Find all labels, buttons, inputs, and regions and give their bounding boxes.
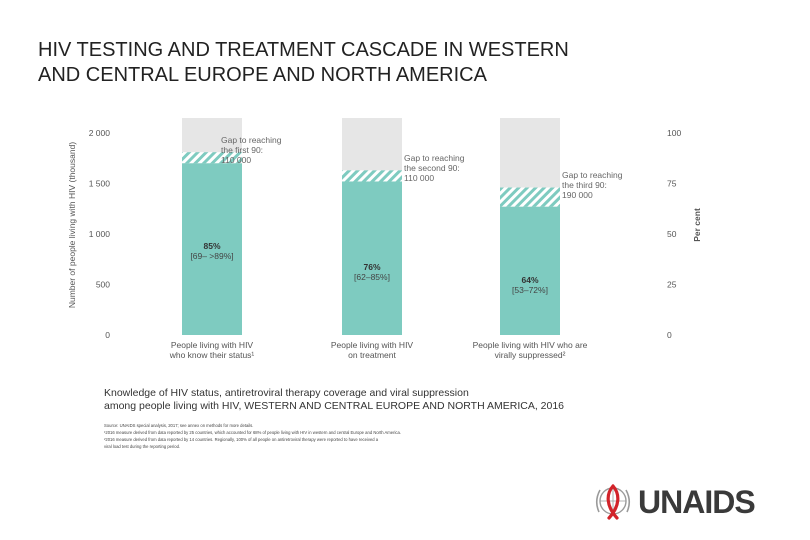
gap-label-line: 190 000 (562, 190, 593, 200)
cascade-chart: Number of people living with HIV (thousa… (67, 118, 702, 360)
source-notes: Source: UNAIDS special analysis, 2017; s… (104, 422, 564, 450)
bar (500, 206, 560, 335)
gap-label-line: Gap to reaching (404, 153, 465, 163)
gap-segment (500, 187, 560, 207)
footnote-2: ²2016 measure derived from data reported… (104, 437, 379, 442)
slide-title-line-1: HIV TESTING AND TREATMENT CASCADE IN WES… (38, 39, 569, 61)
category-label-line: People living with HIV who are (473, 340, 588, 350)
y-tick-label: 500 (96, 280, 110, 290)
y2-tick-label: 0 (667, 330, 672, 340)
y2-tick-label: 25 (667, 280, 677, 290)
chart-caption: Knowledge of HIV status, antiretroviral … (104, 387, 624, 413)
y2-tick-label: 75 (667, 179, 677, 189)
gap-segment (342, 170, 402, 182)
y2-axis-title: Per cent (692, 208, 702, 242)
y-axis-title: Number of people living with HIV (thousa… (67, 142, 77, 308)
gap-label-line: the third 90: (562, 180, 607, 190)
source-note: Source: UNAIDS special analysis, 2017; s… (104, 423, 254, 428)
y-tick-label: 0 (105, 330, 110, 340)
footnote-2-continued: viral load test during the reporting per… (104, 444, 181, 449)
caption-line-1: Knowledge of HIV status, antiretroviral … (104, 387, 469, 399)
un-emblem-icon (595, 484, 631, 520)
unaids-logo-text: UNAIDS (638, 484, 756, 520)
category-label-line: who know their status¹ (169, 350, 255, 360)
footnote-1: ¹2016 measure derived from data reported… (104, 430, 402, 435)
category-label-line: People living with HIV (331, 340, 414, 350)
caption-line-2: among people living with HIV, WESTERN AN… (104, 400, 565, 412)
bar-percent-label: 76% (363, 262, 380, 272)
bar-percent-label: 85% (203, 241, 220, 251)
bar (342, 181, 402, 335)
chart-layer: Number of people living with HIV (thousa… (67, 118, 702, 360)
bar-range-label: [69– >89%] (190, 251, 233, 261)
category-label-line: on treatment (348, 350, 396, 360)
category-label-line: virally suppressed² (495, 350, 566, 360)
bar (182, 163, 242, 335)
gap-segment (182, 152, 242, 164)
gap-label-line: 110 000 (404, 173, 434, 183)
bar-range-label: [53–72%] (512, 285, 548, 295)
slide-title: HIV TESTING AND TREATMENT CASCADE IN WES… (38, 38, 698, 88)
category-label-line: People living with HIV (171, 340, 254, 350)
gap-label-line: Gap to reaching (221, 135, 282, 145)
y2-tick-label: 50 (667, 229, 677, 239)
gap-label-line: 110 000 (221, 155, 251, 165)
slide-title-line-2: AND CENTRAL EUROPE AND NORTH AMERICA (38, 64, 487, 86)
y2-tick-label: 100 (667, 128, 681, 138)
bar-percent-label: 64% (521, 275, 538, 285)
gap-label-line: the second 90: (404, 163, 460, 173)
y-tick-label: 2 000 (89, 128, 111, 138)
gap-label-line: Gap to reaching (562, 170, 623, 180)
gap-label-line: the first 90: (221, 145, 263, 155)
bar-range-label: [62–85%] (354, 272, 390, 282)
y-tick-label: 1 000 (89, 229, 111, 239)
y-tick-label: 1 500 (89, 179, 111, 189)
